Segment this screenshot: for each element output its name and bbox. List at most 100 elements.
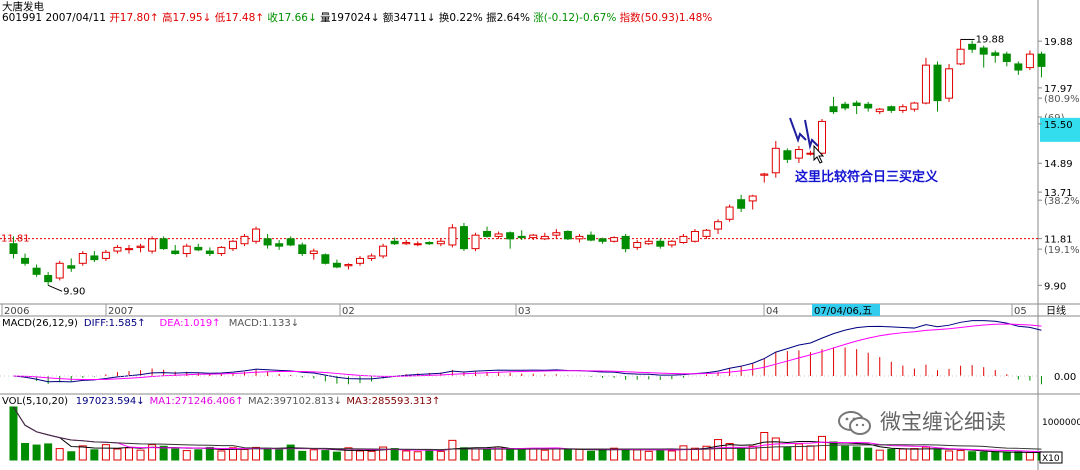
volume-bar [725, 443, 734, 461]
x-tick-label: 2006 [4, 306, 29, 317]
volume-bar [275, 448, 284, 461]
volume-bar [44, 443, 53, 461]
volume-bar [471, 448, 480, 461]
candle-body [737, 199, 746, 209]
high-label: 19.88 [976, 34, 1005, 45]
volume-bar [402, 450, 411, 461]
volume-bar [1025, 452, 1034, 461]
candle-body [575, 235, 584, 240]
candle-body [205, 250, 214, 255]
candle-body [968, 43, 977, 50]
volume-bar [864, 447, 873, 461]
candle-body [771, 147, 780, 174]
pen-stroke [804, 119, 819, 150]
volume-bar [483, 449, 492, 461]
candle-body [690, 231, 699, 242]
volume-bar [32, 444, 41, 461]
candle-body [887, 106, 896, 111]
volume-bar [714, 439, 723, 461]
x-tick-label: 03 [518, 306, 531, 317]
low-marker [47, 284, 63, 292]
candle-body [587, 234, 595, 241]
quote-date: 2007/04/11 [45, 12, 106, 24]
vol-header: MA2:397102.813↓ [248, 396, 342, 407]
stock-title: 大唐发电 [2, 1, 44, 13]
volume-bar [794, 443, 803, 461]
volume-bar [979, 451, 988, 461]
candle-body [448, 227, 457, 246]
vol-y-tick: 1000000 [1042, 418, 1080, 428]
volume-bar [910, 448, 919, 461]
quote-field: 涨(-0.12)-0.67% [529, 12, 617, 24]
volume-bar [956, 450, 965, 461]
candle-body [517, 235, 526, 239]
candle-body [956, 48, 965, 65]
candle-body [864, 103, 873, 109]
candle-body [275, 243, 284, 247]
candle-body [714, 221, 723, 230]
pen-stroke [789, 117, 807, 144]
candle-body [945, 68, 954, 99]
volume-bar [101, 444, 110, 461]
candle-body [529, 234, 538, 239]
volume-bar [459, 447, 468, 461]
y-tick-label: (19.1%) [1044, 245, 1080, 256]
candle-body [540, 235, 549, 240]
vol-unit: X10 [1042, 454, 1060, 464]
candle-body [344, 264, 353, 267]
volume-bar [644, 450, 653, 461]
candle-body [286, 238, 295, 246]
candle-body [9, 243, 18, 255]
volume-bar [194, 449, 203, 461]
volume-bar [783, 446, 792, 461]
candle-body [459, 226, 468, 250]
volume-bar [875, 449, 884, 461]
candle-body [171, 250, 180, 255]
candle-body [240, 235, 249, 245]
volume-bar [136, 449, 145, 461]
volume-bar [575, 448, 584, 461]
candle-body [818, 120, 826, 154]
x-tick-label: 04 [766, 306, 779, 317]
vol-header: MA3:285593.313↑ [346, 396, 440, 407]
candle-body [182, 245, 191, 255]
volume-bar [125, 447, 133, 461]
volume-bar [818, 435, 826, 461]
volume-bar [1014, 451, 1023, 461]
volume-bar [67, 451, 76, 461]
candle-body [656, 240, 665, 247]
candle-body [725, 206, 734, 220]
volume-bar [159, 445, 168, 461]
candle-body [32, 267, 41, 275]
y-tick-label: (80.9%) [1044, 94, 1080, 105]
volume-bar [563, 449, 572, 461]
candle-body [829, 106, 838, 113]
candle-body [113, 246, 122, 252]
volume-bar [887, 448, 896, 461]
candle-body [67, 265, 76, 269]
volume-bar [425, 449, 434, 461]
y-tick-label: (38.2%) [1044, 196, 1080, 207]
candle-body [621, 235, 630, 250]
volume-bar [9, 406, 18, 461]
diff-line [13, 320, 1042, 383]
candle-body [979, 47, 988, 55]
volume-bar [309, 449, 318, 461]
stock-name: 大唐发电 [2, 1, 44, 13]
macd-header: MACD(26,12,9) [2, 318, 78, 329]
volume-bar [945, 450, 954, 461]
candle-body [101, 251, 110, 259]
volume-bar [321, 450, 330, 461]
volume-bar [656, 449, 665, 461]
volume-bar [806, 445, 815, 461]
volume-bar [90, 449, 99, 461]
wechat-icon [838, 411, 871, 435]
volume-bar [171, 448, 180, 461]
volume-bar [737, 448, 746, 461]
candle-body [783, 150, 792, 160]
date-highlight-label: 07/04/06,五 [814, 306, 872, 317]
candle-body [217, 246, 226, 255]
volume-bar [448, 439, 457, 461]
volume-bar [841, 445, 850, 461]
